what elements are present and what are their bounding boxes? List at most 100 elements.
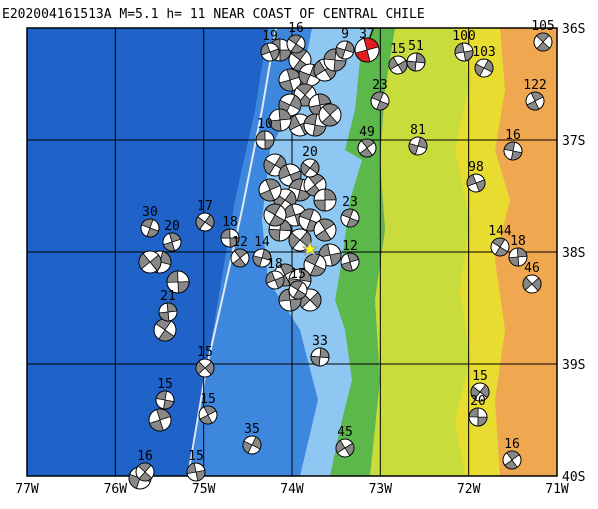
- lon-label: 72W: [457, 482, 481, 497]
- depth-label: 122: [523, 78, 546, 93]
- lon-label: 75W: [192, 482, 216, 497]
- beachball: [454, 42, 474, 62]
- beachball-quadrant: [474, 59, 494, 77]
- beachball: [255, 130, 275, 150]
- beachball: [340, 252, 360, 272]
- depth-label: 21: [160, 289, 176, 304]
- depth-label: 15: [157, 377, 173, 392]
- beachball-quadrant: [268, 108, 292, 132]
- depth-label: 33: [312, 334, 328, 349]
- lon-label: 77W: [15, 482, 39, 497]
- beachball-quadrant: [359, 138, 375, 158]
- beachball: [230, 248, 250, 268]
- beachball-quadrant: [155, 390, 175, 410]
- depth-label: 46: [524, 261, 540, 276]
- beachball: [318, 103, 342, 127]
- beachball-quadrant: [313, 188, 337, 212]
- depth-label: 100: [452, 29, 475, 44]
- beachball: [162, 232, 182, 252]
- beachball-quadrant: [526, 91, 544, 111]
- lon-label: 73W: [369, 482, 393, 497]
- beachball-quadrant: [149, 408, 171, 432]
- beachball: [470, 382, 490, 402]
- depth-label: 14: [254, 235, 270, 250]
- depth-label: 15: [472, 369, 488, 384]
- beachball: [474, 58, 494, 78]
- beachball-quadrant: [408, 136, 428, 156]
- beachball-quadrant: [335, 439, 355, 457]
- depth-label: 49: [359, 125, 375, 140]
- depth-label: 23: [372, 78, 388, 93]
- beachball-quadrant: [287, 34, 305, 54]
- beachball-quadrant: [141, 218, 159, 238]
- depth-label: 16: [137, 449, 153, 464]
- beachball: [522, 274, 542, 294]
- depth-label: 37: [359, 27, 375, 42]
- beachball-quadrant: [260, 43, 280, 61]
- beachball-quadrant: [195, 214, 215, 230]
- beachball-quadrant: [321, 103, 339, 127]
- depth-label: 51: [408, 39, 424, 54]
- depth-label: 20: [470, 394, 486, 409]
- beachball: [140, 218, 160, 238]
- lon-label: 74W: [280, 482, 304, 497]
- beachball: [335, 438, 355, 458]
- beachball: [300, 158, 320, 178]
- beachball: [135, 462, 155, 482]
- depth-label: 23: [342, 195, 358, 210]
- beachball: [533, 32, 553, 52]
- beachball-quadrant: [303, 113, 327, 137]
- beachball-quadrant: [186, 462, 206, 482]
- depth-label: 18: [510, 234, 526, 249]
- depth-label: 30: [142, 205, 158, 220]
- epicenter-star: [301, 240, 319, 257]
- lon-label: 71W: [545, 482, 569, 497]
- beachball-quadrant: [340, 252, 360, 272]
- beachball: [335, 40, 355, 60]
- depth-label: 81: [410, 123, 426, 138]
- depth-label: 35: [244, 422, 260, 437]
- beachball: [148, 408, 172, 432]
- beachball: [408, 136, 428, 156]
- beachball-quadrant: [199, 405, 217, 425]
- beachball-quadrant: [354, 37, 380, 63]
- beachball-quadrant: [166, 270, 190, 294]
- beachball: [357, 138, 377, 158]
- depth-label: 19: [262, 29, 278, 44]
- lat-label: 36S: [562, 22, 585, 37]
- lat-label: 37S: [562, 134, 585, 149]
- beachball: [155, 390, 175, 410]
- depth-label: 20: [164, 219, 180, 234]
- beachball-quadrant: [304, 253, 326, 277]
- beachball-quadrant: [265, 271, 285, 289]
- beachball-quadrant: [252, 248, 272, 268]
- beachball: [260, 42, 280, 62]
- beachball: [265, 270, 285, 290]
- beachball: [388, 55, 408, 75]
- depth-label: 16: [288, 21, 304, 36]
- beachball-quadrant: [468, 407, 488, 427]
- beachball-quadrant: [371, 91, 389, 111]
- beachball-quadrant: [195, 360, 215, 376]
- beachball: [406, 52, 426, 72]
- beachball: [288, 228, 312, 252]
- beachball-quadrant: [162, 232, 182, 252]
- depth-label: 12: [342, 239, 358, 254]
- beachball-quadrant: [255, 130, 275, 150]
- depth-label: 16: [504, 437, 520, 452]
- beachball-quadrant: [522, 276, 542, 292]
- beachball-quadrant: [388, 56, 408, 74]
- beachball: [313, 218, 337, 242]
- beachball-quadrant: [335, 40, 355, 60]
- beachball: [340, 208, 360, 228]
- beachball-quadrant: [300, 160, 320, 176]
- beachball-quadrant: [158, 302, 178, 322]
- beachball: [252, 248, 272, 268]
- beachball-quadrant: [220, 228, 240, 248]
- depth-label: 10: [257, 117, 273, 132]
- beachball: [166, 270, 190, 294]
- beachball: [508, 247, 528, 267]
- beachball: [158, 302, 178, 322]
- beachball-quadrant: [535, 32, 551, 52]
